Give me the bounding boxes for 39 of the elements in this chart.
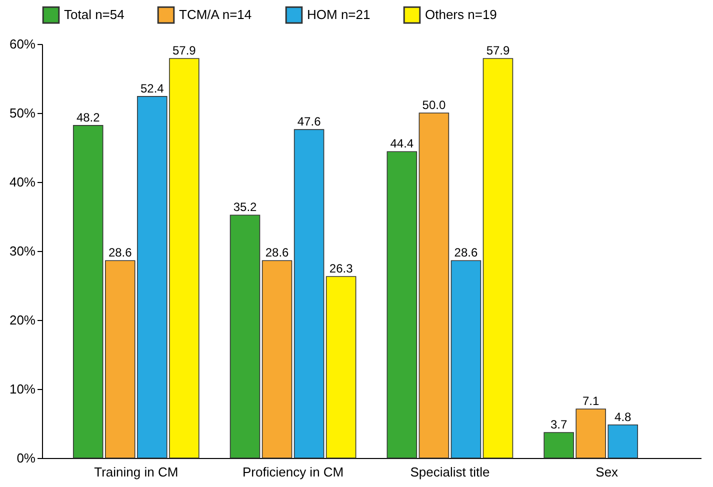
bar [326, 276, 356, 458]
legend-label: HOM n=21 [307, 7, 370, 22]
data-label: 28.6 [108, 246, 132, 260]
data-label: 7.1 [582, 394, 600, 408]
bar [450, 260, 482, 458]
y-tick-label: 30% [9, 244, 36, 258]
data-label: 52.4 [140, 81, 164, 96]
data-label: 50.0 [422, 98, 446, 112]
data-label: 48.2 [76, 110, 100, 124]
bar [418, 112, 450, 458]
legend-label: Total n=54 [64, 7, 124, 22]
data-label: 26.3 [329, 262, 354, 276]
legend-label: TCM/A n=14 [179, 7, 252, 22]
bar [386, 151, 418, 458]
bar [262, 260, 292, 458]
data-label: 3.7 [550, 417, 568, 432]
y-tick-label: 0% [16, 450, 36, 466]
x-tick-label: Training in CM [94, 464, 178, 480]
bar [482, 58, 514, 458]
y-tick-label: 50% [9, 106, 36, 120]
data-label: 4.8 [614, 410, 632, 424]
bar [72, 125, 104, 458]
data-label: 35.2 [233, 200, 258, 214]
x-tick-label: Proficiency in CM [242, 464, 344, 480]
y-tick-label: 60% [9, 36, 36, 52]
y-tick-label: 40% [9, 174, 36, 190]
data-label: 28.6 [454, 246, 478, 260]
data-label: 44.4 [390, 136, 414, 151]
data-label: 57.9 [486, 43, 510, 58]
bar [294, 129, 324, 458]
data-label: 47.6 [297, 114, 322, 129]
legend-label: Others n=19 [425, 7, 497, 22]
y-tick-label: 20% [9, 312, 36, 328]
bar [230, 214, 260, 458]
data-label: 57.9 [172, 43, 196, 58]
data-label: 28.6 [265, 246, 290, 260]
y-tick-label: 10% [9, 382, 36, 396]
x-tick-label: Sex [596, 464, 619, 480]
x-tick-label: Specialist title [410, 464, 490, 480]
